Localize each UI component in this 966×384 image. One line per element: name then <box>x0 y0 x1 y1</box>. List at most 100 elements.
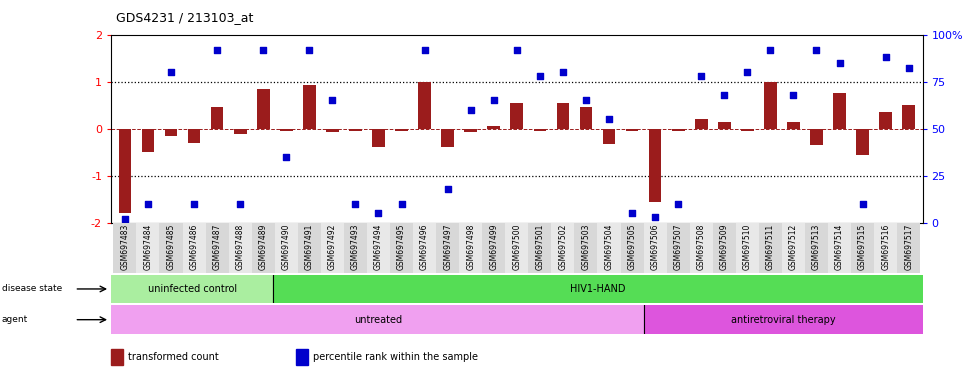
Text: antiretroviral therapy: antiretroviral therapy <box>731 314 836 325</box>
Text: GSM697508: GSM697508 <box>696 224 706 270</box>
Bar <box>667 223 690 273</box>
Text: GSM697509: GSM697509 <box>720 224 728 270</box>
Text: GSM697515: GSM697515 <box>858 224 867 270</box>
Bar <box>274 223 298 273</box>
Bar <box>297 349 308 365</box>
Bar <box>119 129 131 214</box>
Bar <box>879 112 892 129</box>
Bar <box>136 223 159 273</box>
Bar <box>372 129 384 147</box>
Point <box>278 154 294 160</box>
Bar <box>229 223 252 273</box>
Point <box>832 60 847 66</box>
Bar <box>810 129 823 145</box>
Bar <box>349 129 362 131</box>
Point <box>394 201 410 207</box>
Bar <box>528 223 552 273</box>
Point <box>417 46 433 53</box>
Point <box>371 210 386 217</box>
Point <box>255 46 270 53</box>
Text: disease state: disease state <box>2 285 62 293</box>
Point <box>117 216 132 222</box>
Point <box>717 92 732 98</box>
Bar <box>556 103 569 129</box>
Bar <box>649 129 662 202</box>
Text: GSM697492: GSM697492 <box>327 224 337 270</box>
Text: GSM697495: GSM697495 <box>397 224 406 270</box>
Point <box>555 69 571 75</box>
Bar <box>111 305 644 334</box>
Bar <box>111 275 273 303</box>
Bar <box>856 129 869 154</box>
Bar <box>436 223 459 273</box>
Bar <box>164 129 178 136</box>
Text: transformed count: transformed count <box>128 352 219 362</box>
Text: GSM697512: GSM697512 <box>789 224 798 270</box>
Bar <box>142 129 155 152</box>
Bar <box>643 223 667 273</box>
Text: GSM697485: GSM697485 <box>166 224 176 270</box>
Bar <box>505 223 528 273</box>
Text: GSM697490: GSM697490 <box>282 224 291 270</box>
Bar <box>713 223 736 273</box>
Text: GSM697506: GSM697506 <box>651 224 660 270</box>
Text: agent: agent <box>2 315 28 324</box>
Bar <box>482 223 505 273</box>
Bar <box>418 82 431 129</box>
Bar <box>874 223 897 273</box>
Text: percentile rank within the sample: percentile rank within the sample <box>313 352 478 362</box>
Bar <box>695 119 707 129</box>
Text: uninfected control: uninfected control <box>148 284 237 294</box>
Point <box>348 201 363 207</box>
Bar <box>234 129 246 134</box>
Bar <box>465 129 477 132</box>
Text: GSM697504: GSM697504 <box>605 224 613 270</box>
Text: GSM697487: GSM697487 <box>213 224 221 270</box>
Text: GSM697493: GSM697493 <box>351 224 360 270</box>
Point <box>301 46 317 53</box>
Bar <box>690 223 713 273</box>
Bar <box>510 103 524 129</box>
Text: GSM697497: GSM697497 <box>443 224 452 270</box>
Bar <box>741 129 753 131</box>
Bar <box>828 223 851 273</box>
Bar <box>303 85 316 129</box>
Bar <box>718 122 730 129</box>
Point <box>163 69 179 75</box>
Point <box>762 46 778 53</box>
Text: GSM697494: GSM697494 <box>374 224 383 270</box>
Bar <box>211 108 223 129</box>
Text: GSM697488: GSM697488 <box>236 224 244 270</box>
Point <box>140 201 156 207</box>
Bar <box>626 129 639 131</box>
Point <box>624 210 639 217</box>
Bar <box>533 129 546 131</box>
Point <box>855 201 870 207</box>
Point <box>233 201 248 207</box>
Bar <box>321 223 344 273</box>
Text: GSM697510: GSM697510 <box>743 224 752 270</box>
Bar <box>671 129 685 131</box>
Point <box>440 186 455 192</box>
Text: HIV1-HAND: HIV1-HAND <box>570 284 626 294</box>
Bar <box>183 223 206 273</box>
Point <box>509 46 525 53</box>
Bar <box>441 129 454 147</box>
Bar <box>644 305 923 334</box>
Bar <box>620 223 643 273</box>
Point <box>486 98 501 104</box>
Text: GSM697489: GSM697489 <box>259 224 268 270</box>
Bar <box>834 93 846 129</box>
Bar <box>598 223 620 273</box>
Text: GSM697513: GSM697513 <box>812 224 821 270</box>
Text: GSM697499: GSM697499 <box>489 224 498 270</box>
Bar <box>552 223 575 273</box>
Point <box>901 65 917 71</box>
Point <box>186 201 202 207</box>
Bar <box>111 349 124 365</box>
Bar <box>344 223 367 273</box>
Bar <box>575 223 598 273</box>
Bar <box>603 129 615 144</box>
Bar <box>787 122 800 129</box>
Text: GSM697501: GSM697501 <box>535 224 545 270</box>
